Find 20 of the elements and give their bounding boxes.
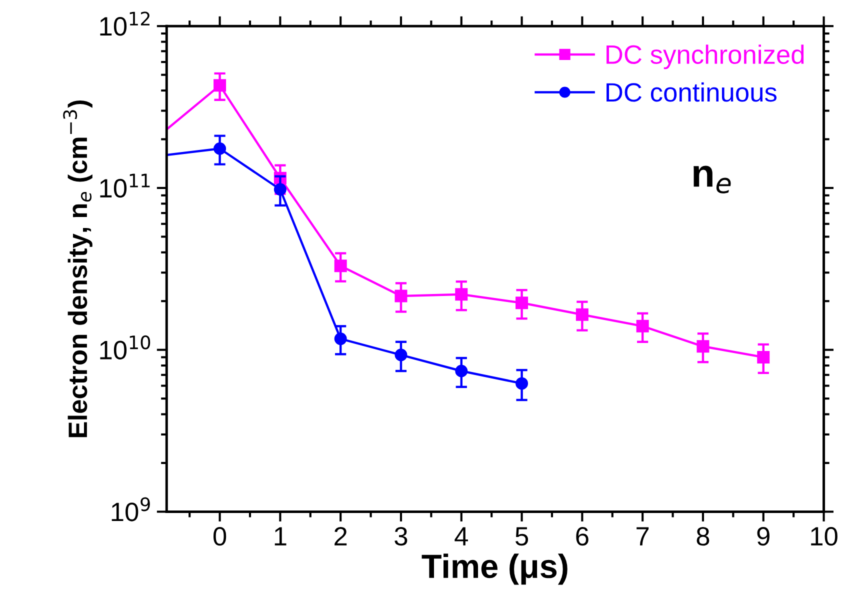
- legend-label: DC continuous: [606, 82, 777, 102]
- x-tick-label: 4: [454, 527, 468, 546]
- x-tick-label: 6: [576, 526, 588, 546]
- x-tick-label: 9: [757, 526, 770, 546]
- legend-label: DC synchronized: [606, 44, 804, 70]
- x-tick-label: 7: [636, 527, 649, 546]
- x-axis-title: Time (μs): [422, 554, 568, 585]
- x-tick-label: 3: [394, 526, 408, 546]
- y-tick-label: 10$^{9}$: [112, 497, 150, 522]
- y-axis-title: Electron density, n$_{e}$ (cm$^{−3}$): [63, 100, 92, 438]
- x-tick-label: 0: [213, 526, 226, 546]
- x-tick-label: 1: [274, 527, 286, 546]
- y-tick-label: 10$^{11}$: [100, 174, 150, 198]
- x-tick-label: 2: [334, 526, 347, 546]
- annotation: n$_{e}$: [694, 166, 731, 194]
- y-tick-label: 10$^{12}$: [100, 12, 150, 36]
- y-tick-label: 10$^{10}$: [100, 335, 150, 360]
- x-tick-label: 8: [696, 526, 710, 546]
- x-tick-label: 5: [516, 527, 528, 546]
- x-tick-label: 10: [811, 526, 838, 546]
